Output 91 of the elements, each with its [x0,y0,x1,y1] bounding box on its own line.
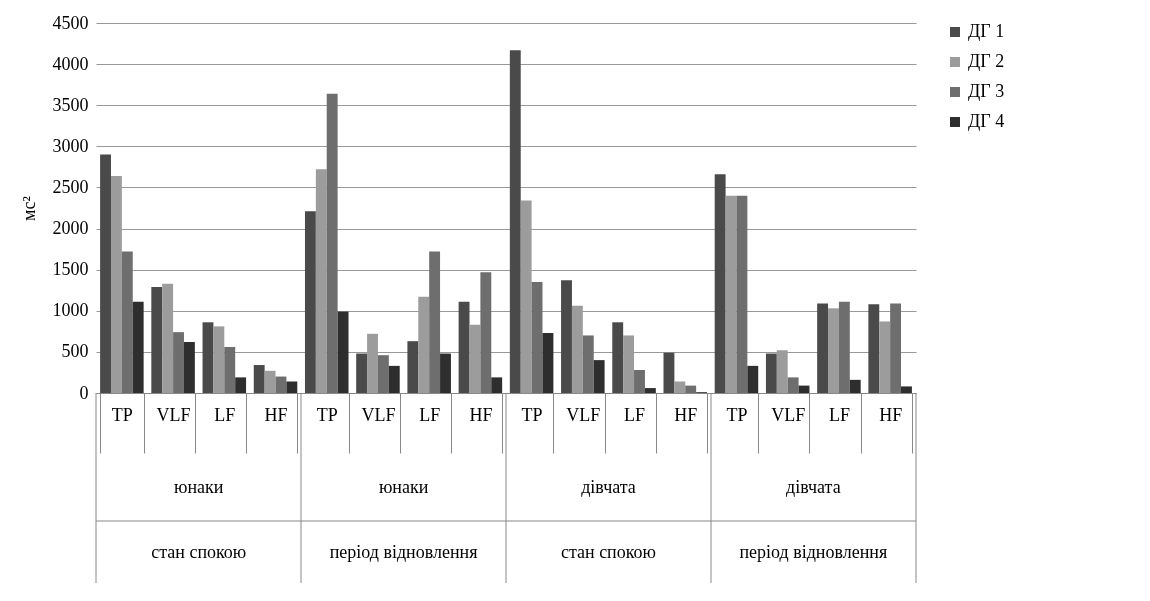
y-axis-title: мс² [18,196,39,221]
x-tick-label: LF [419,404,441,425]
x-tick-label: HF [469,404,493,425]
text: період відновлення [739,542,888,562]
bar [879,321,891,393]
bar [407,341,419,393]
bar [612,322,624,393]
y-tick-label: 2500 [52,176,89,197]
x-tick-label: HF [264,404,288,425]
x-tick-label: LF [624,404,646,425]
bar [817,303,829,393]
bar [183,342,195,393]
x-tick-label: HF [674,404,698,425]
text: період відновлення [329,542,478,562]
bar [253,365,265,393]
y-tick-label: 4000 [52,53,89,74]
legend-label: ДГ 3 [968,81,1005,101]
x-tick-label: VLF [361,404,396,425]
bar [337,311,349,393]
bar [356,353,368,393]
bar [634,369,645,393]
x-tick-label: LF [828,404,850,425]
text: стан спокою [560,542,657,562]
x-tick-label: TP [726,404,748,425]
y-tick-label: 500 [61,341,89,362]
bar [377,355,389,393]
bar [714,174,726,393]
bar [890,303,902,393]
bar [235,377,247,393]
x-tick-label: TP [316,404,338,425]
x-tick-label: TP [111,404,133,425]
bar [838,301,850,393]
text: юнаки [174,477,224,497]
x-tick-label: VLF [156,404,191,425]
bar [787,377,799,393]
bar [440,353,451,393]
y-tick-label: 1500 [52,259,89,280]
bar [868,304,880,393]
bar [542,332,554,393]
bar [132,301,144,393]
bar [593,360,605,393]
x-tick-label: HF [879,404,903,425]
bar [531,282,543,393]
bar [264,370,276,393]
bar [747,365,759,393]
x-tick-label: LF [214,404,236,425]
bar [429,251,441,393]
bar [685,385,697,393]
text: юнаки [378,477,429,497]
y-tick-label: 3000 [52,135,89,156]
bar [480,272,492,393]
y-tick-label: 4500 [52,12,89,33]
bar [151,286,163,393]
bar [736,195,748,393]
bar [100,154,111,393]
bar [304,211,316,393]
bar [674,381,686,393]
bar [286,381,298,393]
text: стан спокою [151,542,247,562]
bar [765,353,777,393]
bar [224,346,236,393]
bar [388,365,400,393]
bar [509,50,521,393]
x-tick-label: VLF [771,404,806,425]
legend-label: ДГ 4 [968,111,1005,131]
bar [491,377,503,393]
bar [458,301,470,393]
bar [469,324,481,393]
y-tick-label: 0 [79,382,89,403]
bar [202,322,214,393]
bar [828,308,839,393]
bar [121,251,133,393]
legend-label: ДГ 2 [968,51,1005,71]
bar [849,379,861,393]
bar [173,332,184,393]
y-tick-label: 2000 [52,218,89,239]
x-tick-label: VLF [566,404,601,425]
bar [901,386,912,393]
bar [725,195,737,393]
x-tick-label: TP [521,404,543,425]
text: дівчата [786,477,841,497]
text: дівчата [581,477,636,497]
y-tick-label: 3500 [52,94,89,115]
y-tick-label: 1000 [52,300,89,321]
bar [326,93,338,393]
bar [213,326,225,393]
bar [561,280,572,393]
bar [582,335,594,393]
bar [663,352,675,393]
legend-label: ДГ 1 [968,21,1005,41]
bar [644,388,656,393]
